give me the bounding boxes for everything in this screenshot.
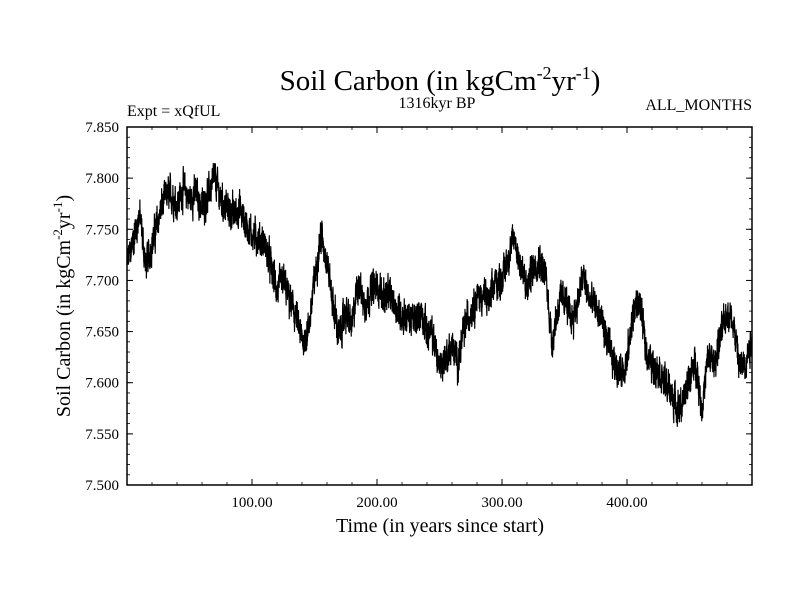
y-tick-label: 7.800 bbox=[85, 171, 119, 187]
y-tick-label: 7.600 bbox=[85, 376, 119, 392]
x-tick-label: 100.00 bbox=[231, 495, 272, 511]
period-label: 1316kyr BP bbox=[399, 95, 476, 112]
y-tick-label: 7.550 bbox=[85, 427, 119, 443]
y-tick-label: 7.850 bbox=[85, 120, 119, 136]
x-tick-label: 200.00 bbox=[356, 495, 397, 511]
y-tick-label: 7.500 bbox=[85, 478, 119, 494]
x-axis-label: Time (in years since start) bbox=[336, 515, 544, 537]
x-tick-label: 400.00 bbox=[606, 495, 647, 511]
y-tick-label: 7.650 bbox=[85, 325, 119, 341]
x-tick-label: 300.00 bbox=[481, 495, 522, 511]
y-axis-label: Soil Carbon (in kgCm-2yr-1) bbox=[50, 195, 75, 417]
months-label: ALL_MONTHS bbox=[645, 97, 752, 114]
y-tick-label: 7.750 bbox=[85, 222, 119, 238]
plot-frame bbox=[126, 126, 753, 486]
y-axis-ticks: 7.500 7.550 7.600 7.650 7.700 7.750 7.800 7.850 bbox=[85, 120, 752, 494]
chart-title: Soil Carbon (in kgCm-2yr-1) bbox=[280, 63, 601, 97]
plot-area: 100.00 200.00 300.00 400.00 7.500 7.550 7.600… bbox=[85, 120, 753, 511]
series-line bbox=[126, 162, 753, 427]
series-layer bbox=[126, 162, 753, 427]
experiment-label: Expt = xQfUL bbox=[127, 103, 220, 120]
x-axis-ticks: 100.00 200.00 300.00 400.00 bbox=[151, 127, 728, 511]
y-tick-label: 7.700 bbox=[85, 273, 119, 289]
